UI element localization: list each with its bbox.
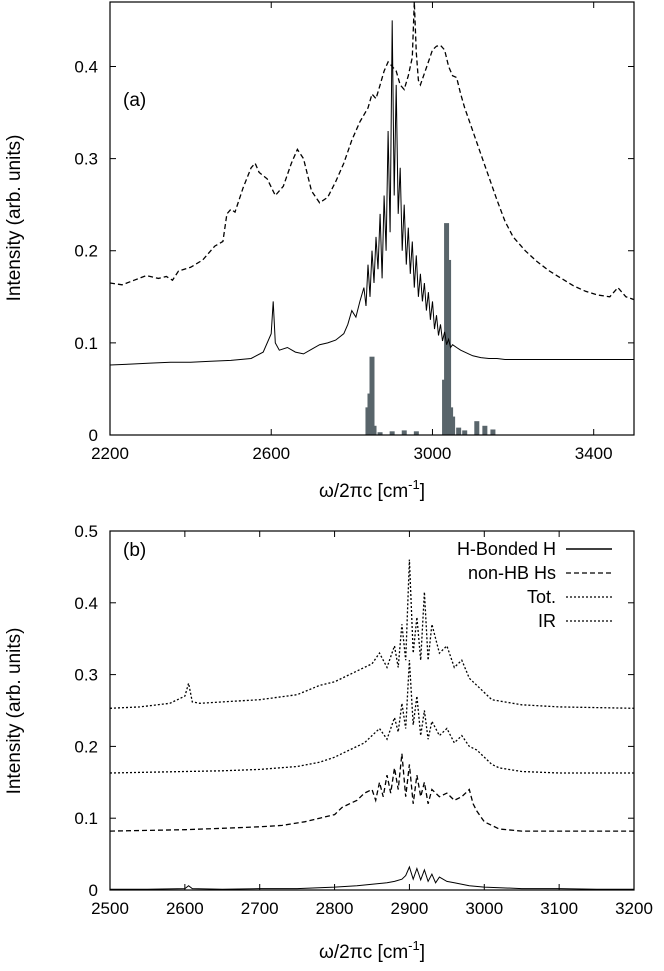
panel-b-chart: 2500 2600 2700 2800 2900 3000 3100 3200 0 0.1 0.2 0…	[4, 522, 653, 963]
panel-a-bar	[377, 432, 383, 435]
panel-a-x-tick-label: 2200	[91, 444, 129, 463]
panel-a-ticks: 2200 2600 3000 3400 0 0.1 0.2 0.3 0.4	[74, 2, 634, 463]
panel-b-x-tick-label: 2700	[241, 899, 279, 918]
panel-b-x-tick-label: 3000	[465, 899, 503, 918]
panel-b-x-label-main: ω/2πc [cm	[319, 942, 408, 963]
panel-a-y-tick-label: 0.2	[74, 242, 98, 261]
panel-a-x-tick-label: 2600	[252, 444, 290, 463]
panel-a-bar	[401, 430, 407, 435]
legend-label-tot-: Tot.	[527, 587, 556, 607]
panel-a-y-tick-label: 0	[89, 426, 98, 445]
panel-a-bar	[369, 356, 375, 435]
panel-a-y-tick-label: 0.4	[74, 57, 98, 76]
panel-b-series-h-bonded-h	[110, 865, 634, 890]
panel-a-y-tick-label: 0.1	[74, 334, 98, 353]
panel-b-y-tick-label: 0.5	[74, 522, 98, 541]
panel-b-ticks: 2500 2600 2700 2800 2900 3000 3100 3200 0 0.1 0.2 0…	[74, 522, 653, 918]
panel-a-bar	[450, 416, 456, 435]
panel-b-x-label-end: ]	[420, 942, 425, 963]
panel-b-y-axis-label: Intensity (arb. units)	[4, 628, 25, 795]
panel-a-x-label-exponent: -1	[408, 477, 420, 492]
panel-b-x-tick-label: 2500	[91, 899, 129, 918]
panel-a-series-dashed-envelope	[109, 1, 635, 301]
panel-a-bar	[371, 425, 377, 435]
panel-a-x-axis-label: ω/2πc [cm-1]	[319, 477, 425, 502]
panel-b-x-tick-label: 2900	[391, 899, 429, 918]
panel-b-x-tick-label: 2800	[316, 899, 354, 918]
panel-b-plot-area	[109, 559, 635, 890]
panel-b-series-non-hb-hs	[109, 753, 634, 832]
legend-label-non-hb-hs: non-HB Hs	[468, 563, 556, 583]
panel-b-series-ir	[109, 559, 635, 709]
panel-b-x-label-exponent: -1	[408, 938, 420, 953]
legend-label-ir: IR	[538, 611, 556, 631]
panel-b-label: (b)	[123, 540, 146, 561]
panel-b-y-tick-label: 0	[89, 881, 98, 900]
panel-a-bar	[474, 421, 480, 435]
panel-b-y-tick-label: 0.1	[74, 809, 98, 828]
panel-b-x-axis-label: ω/2πc [cm-1]	[319, 938, 425, 963]
panel-b-y-tick-label: 0.3	[74, 666, 98, 685]
panel-a-label: (a)	[123, 90, 146, 111]
panel-a-chart: 2200 2600 3000 3400 0 0.1 0.2 0.3 0.4 (a) Intens…	[4, 1, 635, 502]
panel-b-frame	[109, 530, 635, 891]
panel-b-y-tick-label: 0.4	[74, 594, 98, 613]
legend-label-h-bonded-h: H-Bonded H	[457, 539, 556, 559]
panel-a-bar	[482, 425, 488, 435]
panel-a-bar	[446, 259, 452, 435]
panel-b-y-tick-label: 0.2	[74, 737, 98, 756]
panel-b-legend: H-Bonded H non-HB Hs Tot. IR	[457, 539, 612, 631]
panel-b-x-tick-label: 3200	[615, 899, 653, 918]
panel-a-x-tick-label: 3400	[575, 444, 613, 463]
panel-a-plot-area	[109, 1, 635, 435]
panel-a-y-tick-label: 0.3	[74, 150, 98, 169]
panel-a-bar	[490, 429, 496, 435]
panel-a-bar	[413, 431, 419, 435]
panel-a-y-axis-label: Intensity (arb. units)	[4, 135, 25, 302]
panel-a-series-solid-spectrum	[109, 20, 634, 366]
panel-b-series-tot-	[109, 660, 634, 774]
panel-a-x-label-main: ω/2πc [cm	[319, 481, 408, 502]
panel-b-x-tick-label: 2600	[166, 899, 204, 918]
panel-a-x-label-end: ]	[420, 481, 425, 502]
panel-a-bar	[456, 427, 462, 435]
panel-a-bar	[389, 431, 395, 435]
panel-b-x-tick-label: 3100	[540, 899, 578, 918]
panel-a-frame	[109, 1, 635, 436]
panel-a-bar	[462, 430, 468, 435]
panel-a-x-tick-label: 3000	[414, 444, 452, 463]
